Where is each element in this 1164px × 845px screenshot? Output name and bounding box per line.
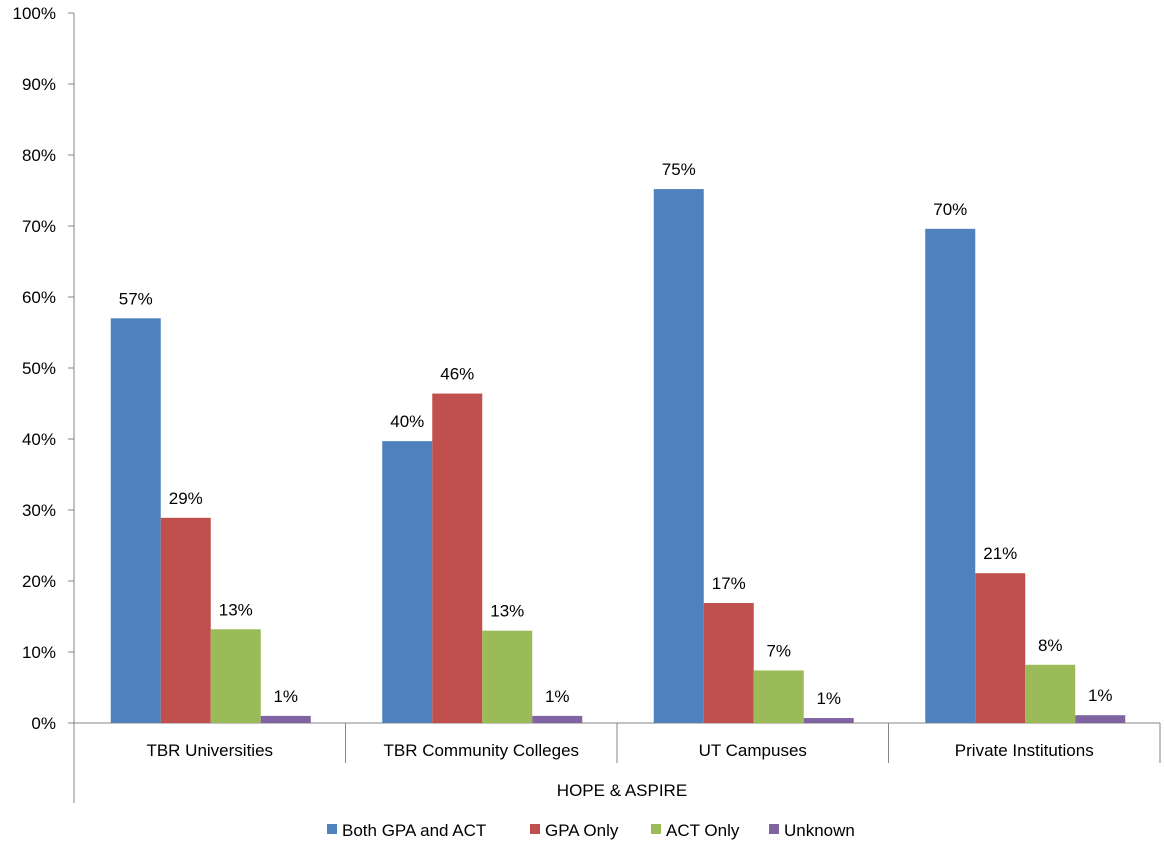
category-label: UT Campuses: [699, 741, 807, 760]
legend: Both GPA and ACT GPA Only ACT Only Unknown: [327, 821, 855, 840]
legend-label: ACT Only: [666, 821, 740, 840]
bar: [703, 603, 754, 723]
data-label: 8%: [1038, 636, 1063, 655]
y-tick-label: 90%: [22, 75, 56, 94]
data-label: 13%: [219, 600, 253, 619]
y-tick-label: 100%: [13, 4, 56, 23]
legend-swatch: [769, 824, 779, 834]
data-label: 29%: [169, 489, 203, 508]
bar: [653, 189, 704, 723]
y-tick-label: 60%: [22, 288, 56, 307]
y-tick-label: 30%: [22, 501, 56, 520]
y-tick-label: 10%: [22, 643, 56, 662]
data-label: 57%: [119, 289, 153, 308]
bar: [110, 318, 161, 723]
y-tick-label: 50%: [22, 359, 56, 378]
data-label: 13%: [490, 602, 524, 621]
y-axis-ticks: 0% 10% 20% 30% 40% 50% 60% 70% 80% 90% 100%: [13, 4, 74, 733]
category-label: Private Institutions: [955, 741, 1094, 760]
data-label: 1%: [273, 687, 298, 706]
bars: [110, 189, 1126, 723]
bar: [382, 441, 433, 723]
legend-label: Unknown: [784, 821, 855, 840]
y-tick-label: 70%: [22, 217, 56, 236]
legend-label: GPA Only: [545, 821, 619, 840]
bar: [482, 630, 533, 723]
legend-swatch: [530, 824, 540, 834]
data-label: 75%: [662, 160, 696, 179]
y-tick-label: 40%: [22, 430, 56, 449]
data-label: 1%: [1088, 686, 1113, 705]
data-label: 7%: [766, 641, 791, 660]
bar: [925, 228, 976, 723]
y-tick-label: 0%: [31, 714, 56, 733]
data-label: 21%: [983, 544, 1017, 563]
bar: [532, 715, 583, 723]
data-label: 1%: [545, 687, 570, 706]
bar: [1075, 715, 1126, 723]
bar: [975, 573, 1026, 723]
legend-swatch: [327, 824, 337, 834]
bar: [210, 629, 261, 723]
data-label: 46%: [440, 365, 474, 384]
data-label: 70%: [933, 200, 967, 219]
category-label: TBR Community Colleges: [383, 741, 579, 760]
category-label: TBR Universities: [146, 741, 273, 760]
legend-swatch: [651, 824, 661, 834]
legend-label: Both GPA and ACT: [342, 821, 486, 840]
bar: [753, 670, 804, 723]
y-tick-label: 20%: [22, 572, 56, 591]
data-label: 40%: [390, 412, 424, 431]
group-label: HOPE & ASPIRE: [557, 781, 687, 800]
data-labels: 57% 29% 13% 1% 40% 46% 13% 1% 75% 17% 7% 1% 70% 21% 8%…: [119, 160, 1113, 708]
bar: [803, 718, 854, 723]
category-labels: TBR Universities TBR Community Colleges UT…: [146, 741, 1093, 760]
data-label: 17%: [712, 574, 746, 593]
bar: [432, 393, 483, 723]
data-label: 1%: [816, 689, 841, 708]
y-tick-label: 80%: [22, 146, 56, 165]
bar: [160, 517, 211, 723]
bar: [260, 715, 311, 723]
bar: [1025, 664, 1076, 723]
